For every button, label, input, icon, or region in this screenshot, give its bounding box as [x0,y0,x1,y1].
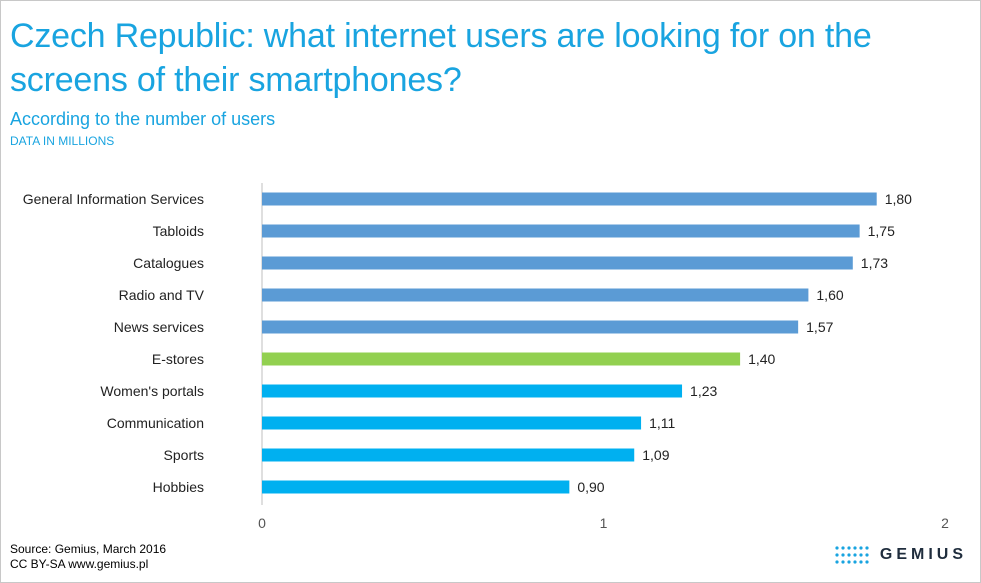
value-label: 1,75 [868,223,895,239]
source-note: Source: Gemius, March 2016 CC BY-SA www.… [10,542,166,572]
source-text: Source: Gemius, March 2016 [10,542,167,556]
category-label: Hobbies [153,479,204,495]
x-tick-label: 2 [941,515,949,531]
value-label: 1,09 [642,447,669,463]
gemius-logo: GEMIUS [834,545,967,565]
value-label: 1,60 [816,287,843,303]
value-label: 1,80 [885,191,912,207]
bar [262,480,570,494]
value-label: 1,40 [748,351,775,367]
category-label: E-stores [152,351,204,367]
license-text: CC BY-SA www.gemius.pl [10,557,149,571]
category-label: Sports [164,447,204,463]
value-label: 1,73 [861,255,888,271]
category-label: Catalogues [133,255,204,271]
bar [262,416,642,430]
bar [262,256,853,270]
bar [262,320,799,334]
category-label: News services [114,319,204,335]
bar [262,192,877,206]
bar [262,224,860,238]
gemius-dots-icon [835,546,869,564]
bar [262,288,809,302]
unit-note: DATA IN MILLIONS [10,134,115,148]
category-label: Communication [107,415,204,431]
category-label: Radio and TV [119,287,205,303]
chart-subtitle: According to the number of users [10,109,276,129]
x-tick-label: 0 [258,515,266,531]
bar [262,448,635,462]
x-tick-label: 1 [600,515,608,531]
value-label: 1,11 [649,415,675,431]
value-label: 1,23 [690,383,717,399]
bar [262,384,683,398]
category-label: Tabloids [153,223,204,239]
category-label: Women's portals [100,383,204,399]
category-label: General Information Services [23,191,204,207]
value-label: 0,90 [577,479,604,495]
logo-text: GEMIUS [879,546,967,563]
bar [262,352,741,366]
chart-title: Czech Republic: what internet users are … [10,17,872,99]
value-label: 1,57 [806,319,833,335]
